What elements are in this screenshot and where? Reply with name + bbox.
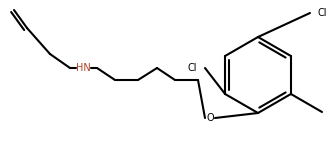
Text: HN: HN bbox=[75, 63, 91, 73]
Text: Cl: Cl bbox=[318, 8, 328, 18]
Text: Cl: Cl bbox=[187, 63, 197, 73]
Text: O: O bbox=[206, 113, 214, 123]
